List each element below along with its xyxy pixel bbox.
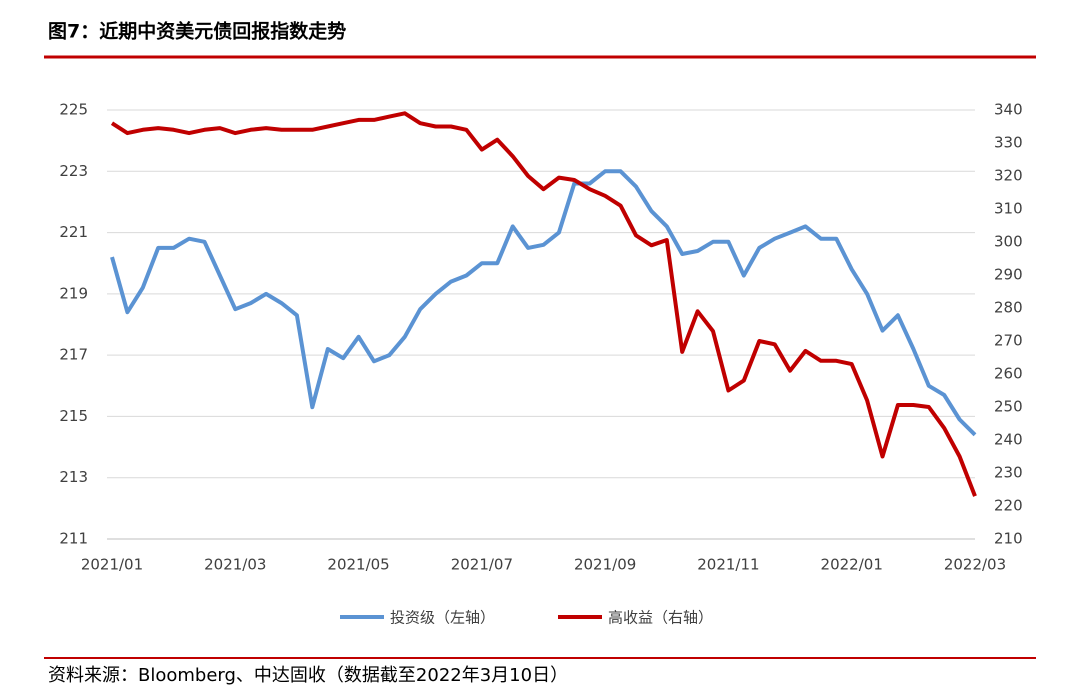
- y2-tick-label: 320: [994, 167, 1023, 185]
- y2-tick-label: 260: [994, 365, 1023, 383]
- y2-tick-label: 250: [994, 398, 1023, 416]
- x-tick-label: 2021/07: [451, 556, 513, 574]
- series-line: [110, 111, 977, 497]
- y2-tick-label: 340: [994, 101, 1023, 119]
- y2-tick-label: 240: [994, 431, 1023, 449]
- y2-tick-label: 280: [994, 299, 1023, 317]
- y2-tick-label: 220: [994, 497, 1023, 515]
- y-tick-label: 219: [59, 284, 88, 302]
- y2-tick-label: 290: [994, 266, 1023, 284]
- y-tick-label: 221: [59, 223, 88, 241]
- y-tick-label: 225: [59, 101, 88, 119]
- y2-tick-label: 210: [994, 530, 1023, 548]
- series-line: [110, 169, 977, 437]
- y2-tick-label: 330: [994, 134, 1023, 152]
- y2-tick-label: 270: [994, 332, 1023, 350]
- legend-label: 高收益（右轴）: [608, 609, 713, 627]
- source: 资料来源：Bloomberg、中达固收（数据截至2022年3月10日）: [48, 665, 568, 686]
- x-tick-label: 2021/03: [204, 556, 266, 574]
- legend-label: 投资级（左轴）: [390, 609, 495, 627]
- y2-tick-label: 230: [994, 464, 1023, 482]
- x-tick-label: 2022/01: [821, 556, 883, 574]
- x-tick-label: 2021/09: [574, 556, 636, 574]
- y-tick-label: 215: [59, 407, 88, 425]
- x-tick-label: 2021/01: [81, 556, 143, 574]
- y-tick-label: 213: [59, 468, 88, 486]
- y2-tick-label: 310: [994, 200, 1023, 218]
- y-tick-label: 211: [59, 530, 88, 548]
- y-tick-label: 223: [59, 162, 88, 180]
- chart-title: 图7：近期中资美元债回报指数走势: [48, 20, 346, 43]
- x-tick-label: 2021/05: [327, 556, 389, 574]
- x-tick-label: 2021/11: [697, 556, 759, 574]
- x-tick-label: 2022/03: [944, 556, 1006, 574]
- y-tick-label: 217: [59, 346, 88, 364]
- y2-tick-label: 300: [994, 233, 1023, 251]
